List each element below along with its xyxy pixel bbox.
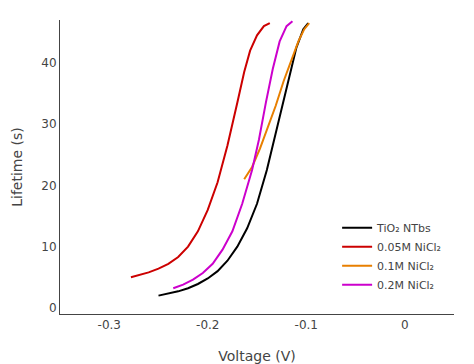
svg-text:0: 0 xyxy=(401,318,409,332)
svg-text:0.05M NiCl₂: 0.05M NiCl₂ xyxy=(377,241,441,254)
svg-text:TiO₂ NTbs: TiO₂ NTbs xyxy=(376,222,431,235)
svg-text:Voltage (V): Voltage (V) xyxy=(218,348,295,364)
svg-text:20: 20 xyxy=(41,179,56,193)
svg-text:-0.2: -0.2 xyxy=(196,318,219,332)
svg-text:Lifetime (s): Lifetime (s) xyxy=(9,127,25,207)
svg-text:-0.3: -0.3 xyxy=(98,318,121,332)
svg-text:30: 30 xyxy=(41,117,56,131)
svg-text:0: 0 xyxy=(49,301,57,315)
svg-text:0.1M NiCl₂: 0.1M NiCl₂ xyxy=(377,260,434,273)
svg-text:10: 10 xyxy=(41,240,56,254)
svg-text:0.2M NiCl₂: 0.2M NiCl₂ xyxy=(377,279,434,292)
svg-text:-0.1: -0.1 xyxy=(295,318,318,332)
svg-text:40: 40 xyxy=(41,56,56,70)
